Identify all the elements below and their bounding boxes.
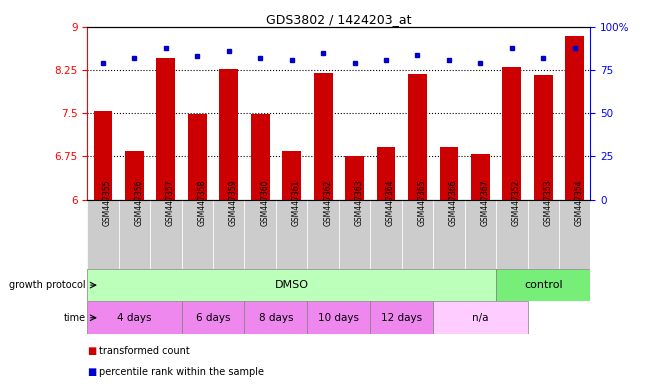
FancyBboxPatch shape [307,200,339,269]
Text: GSM447355: GSM447355 [103,180,112,227]
FancyBboxPatch shape [339,200,370,269]
Title: GDS3802 / 1424203_at: GDS3802 / 1424203_at [266,13,411,26]
Text: ■: ■ [87,346,97,356]
Bar [219,69,238,200]
FancyBboxPatch shape [496,269,590,301]
Bar [503,67,521,200]
Text: GSM447359: GSM447359 [229,180,238,227]
Bar [282,151,301,200]
Text: 4 days: 4 days [117,313,152,323]
FancyBboxPatch shape [182,301,244,334]
Bar [313,73,333,200]
FancyBboxPatch shape [276,200,307,269]
Text: 6 days: 6 days [196,313,230,323]
Bar [345,157,364,200]
Bar [376,147,395,200]
FancyBboxPatch shape [370,200,402,269]
Text: growth protocol: growth protocol [9,280,86,290]
Text: control: control [524,280,562,290]
Bar [251,114,270,200]
Text: GSM447358: GSM447358 [197,180,206,226]
FancyBboxPatch shape [307,301,370,334]
FancyBboxPatch shape [559,200,590,269]
FancyBboxPatch shape [527,200,559,269]
Text: 12 days: 12 days [381,313,422,323]
Text: GSM447367: GSM447367 [480,180,489,227]
Text: GSM447361: GSM447361 [292,180,301,226]
Bar [408,74,427,200]
Text: GSM447353: GSM447353 [544,180,552,227]
Bar [440,147,458,200]
Bar [471,154,490,200]
FancyBboxPatch shape [433,200,464,269]
Text: 8 days: 8 days [259,313,293,323]
Text: GSM447357: GSM447357 [166,180,175,227]
FancyBboxPatch shape [244,301,307,334]
Bar [534,75,553,200]
FancyBboxPatch shape [87,200,119,269]
Text: time: time [64,313,86,323]
Text: ■: ■ [87,367,97,377]
Bar [125,151,144,200]
Text: GSM447364: GSM447364 [386,180,395,227]
Text: DMSO: DMSO [274,280,309,290]
Text: GSM447354: GSM447354 [575,180,584,227]
FancyBboxPatch shape [402,200,433,269]
Text: GSM447352: GSM447352 [512,180,521,226]
FancyBboxPatch shape [370,301,433,334]
FancyBboxPatch shape [464,200,496,269]
Bar [188,114,207,200]
FancyBboxPatch shape [213,200,244,269]
FancyBboxPatch shape [150,200,182,269]
FancyBboxPatch shape [119,200,150,269]
Text: 10 days: 10 days [318,313,360,323]
Text: GSM447363: GSM447363 [354,180,364,227]
FancyBboxPatch shape [87,301,182,334]
FancyBboxPatch shape [244,200,276,269]
Bar [565,36,584,200]
FancyBboxPatch shape [87,269,496,301]
Text: GSM447356: GSM447356 [134,180,144,227]
FancyBboxPatch shape [433,301,527,334]
FancyBboxPatch shape [182,200,213,269]
Text: GSM447362: GSM447362 [323,180,332,226]
Text: GSM447365: GSM447365 [417,180,427,227]
Text: percentile rank within the sample: percentile rank within the sample [99,367,264,377]
Text: transformed count: transformed count [99,346,190,356]
Bar [156,58,175,200]
Bar [93,111,113,200]
Text: GSM447366: GSM447366 [449,180,458,227]
Text: n/a: n/a [472,313,488,323]
Text: GSM447360: GSM447360 [260,180,269,227]
FancyBboxPatch shape [496,200,527,269]
